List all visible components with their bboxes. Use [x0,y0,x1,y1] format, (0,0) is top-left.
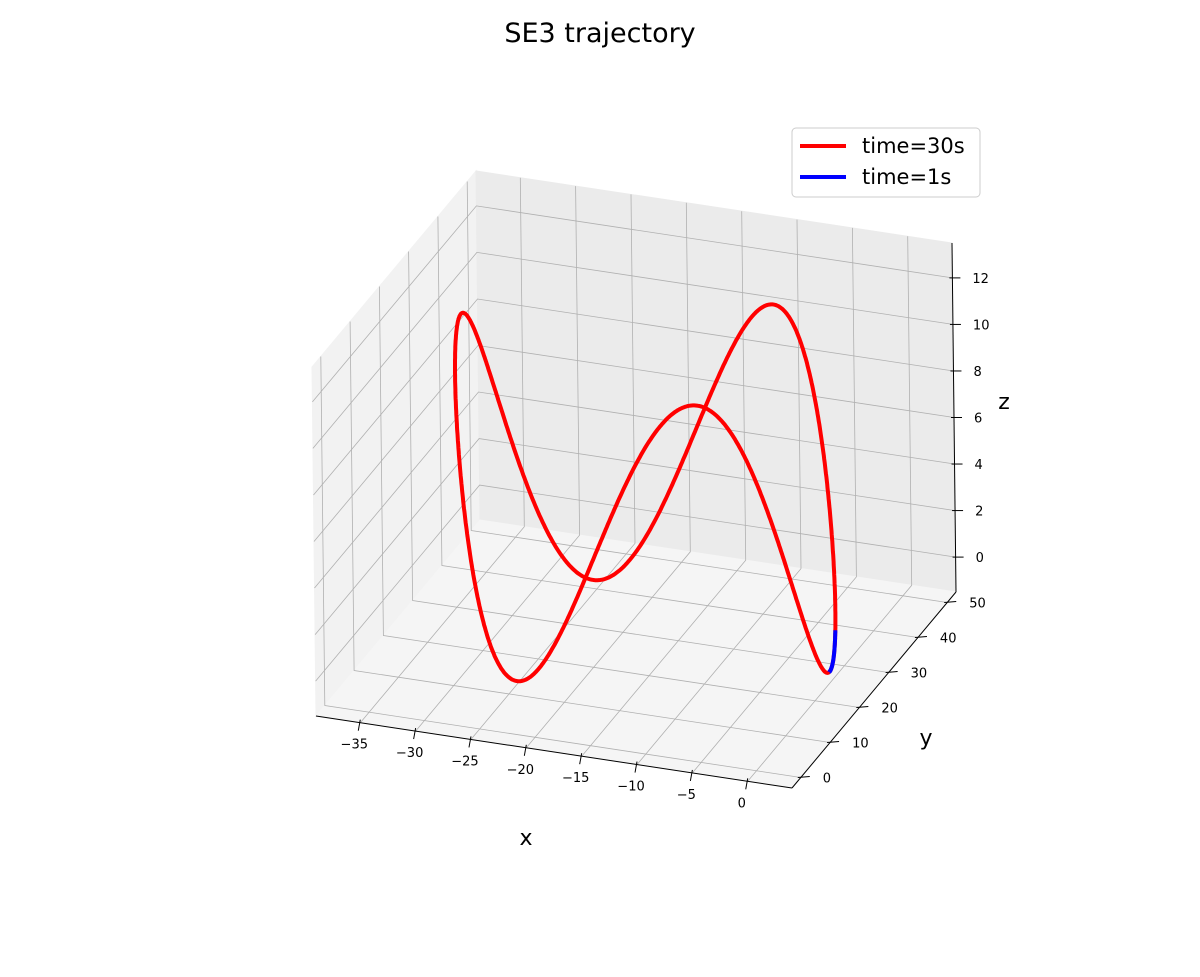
y-tick [797,776,810,778]
z-axis-label: z [998,390,1010,415]
z-grid-line [312,205,953,403]
y-grid-line [320,356,801,778]
x-tick-label: −20 [507,763,534,778]
tick-marks: −35 −30 −25 −20 −15 −10 −5 0 0 10 20 30 40 50 0 2 4 6 8 10 1… [341,272,990,811]
y-grid-line [349,321,831,743]
x-tick-label: −15 [562,771,589,786]
x-grid-line [747,236,913,782]
y-tick [914,636,927,638]
y-tick-label: 30 [911,667,928,682]
y-tick-label: 40 [940,632,957,647]
z-grid-line [313,345,955,542]
legend-label-30s: time=30s [862,134,965,158]
legend: time=30s time=1s [791,127,981,198]
x-axis-label: x [519,826,532,851]
z-grid-line [313,298,954,496]
z-tick-label: 4 [975,458,983,473]
x-tick [523,744,527,756]
x-tick [745,778,749,790]
legend-label-1s: time=1s [862,165,951,189]
z-tick-label: 12 [972,272,989,287]
x-grid-line [525,202,691,749]
y-axis-line [791,591,957,789]
y-tick [885,671,898,673]
y-grid-line [379,286,860,708]
y-grid-line [408,251,889,673]
x-tick-label: −10 [617,780,644,795]
z-tick-label: 0 [976,551,984,566]
series-lines [453,302,838,684]
x-tick-label: −30 [396,746,423,761]
x-tick [579,753,583,765]
grid-lines [312,177,956,782]
x-tick-label: 0 [738,796,746,811]
y-grid-line [437,216,918,638]
z-grid-line [314,438,956,635]
z-grid-line [315,484,956,682]
z-tick-label: 10 [973,318,990,333]
x-tick [689,769,693,782]
y-tick-label: 0 [823,772,831,787]
z-tick-label: 2 [975,505,983,520]
y-tick [944,601,957,603]
series-line-1 [827,628,838,674]
x-grid-line [692,227,857,774]
x-tick [634,761,638,773]
chart-title: SE3 trajectory [504,18,695,49]
x-tick-label: −5 [677,788,696,803]
x-tick [468,736,472,748]
x-grid-line [470,194,636,740]
x-grid-line [359,177,525,723]
x-tick-label: −25 [451,754,478,769]
x-tick [357,719,361,731]
y-tick-label: 10 [852,737,869,752]
z-grid-line [312,251,953,449]
y-axis-label: y [919,726,932,751]
z-grid-line [314,391,955,589]
z-tick-label: 8 [973,365,981,380]
series-line-0 [453,302,838,684]
x-grid-line [415,186,581,732]
y-tick-label: 50 [969,597,986,612]
x-axis-line [315,715,793,789]
x-tick [413,727,417,740]
x-tick-label: −35 [341,738,368,753]
y-tick-label: 20 [881,702,898,717]
y-tick [827,741,840,743]
z-tick-label: 6 [974,412,982,427]
y-tick [856,706,869,708]
